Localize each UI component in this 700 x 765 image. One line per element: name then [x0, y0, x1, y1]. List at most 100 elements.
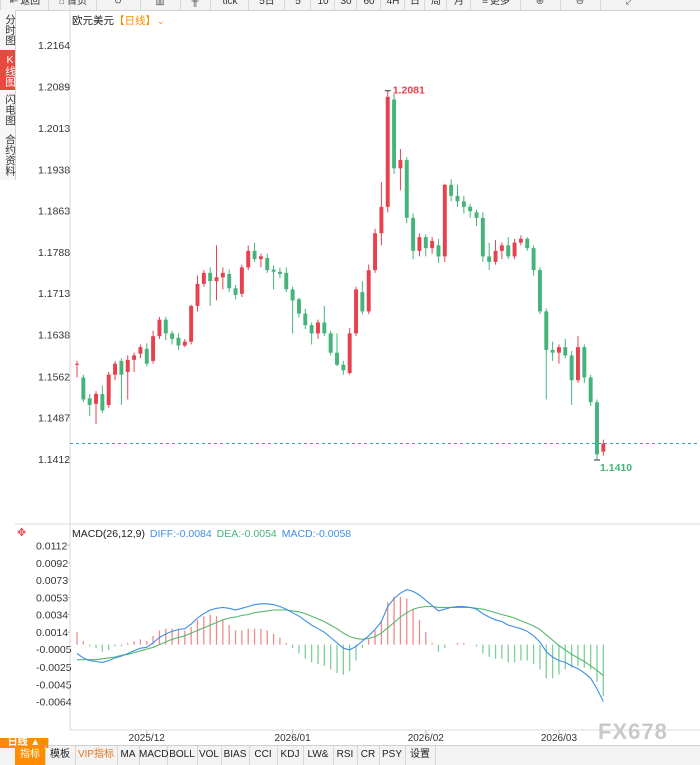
candle-body: [296, 299, 301, 314]
toolbar-label: 周: [431, 0, 441, 7]
candle-body: [119, 360, 124, 375]
candle-body: [537, 270, 542, 312]
sidebar-tab-1[interactable]: K线图: [0, 50, 16, 90]
macd-legend: MACD(26,12,9) DIFF:-0.0084 DEA:-0.0054 M…: [72, 528, 351, 540]
bar-chart-icon: ▥: [155, 0, 165, 7]
indicator-button-1[interactable]: 模板: [45, 746, 76, 765]
candle-body: [550, 349, 555, 353]
candle-body: [392, 99, 397, 169]
chart-area[interactable]: 1.2164 1.2089 1.2013 1.1938 1.1863 1.1788 1.17…: [0, 0, 700, 745]
candle-body: [290, 289, 295, 301]
toolbar-button-5[interactable]: tick: [210, 0, 249, 10]
candle-body: [81, 377, 86, 400]
indicator-button-4[interactable]: MACD: [139, 746, 168, 765]
candle-body: [239, 267, 244, 294]
indicator-button-10[interactable]: LW&: [303, 746, 334, 765]
candle-body: [411, 217, 416, 251]
candle-body: [151, 336, 156, 361]
candle-body: [214, 277, 219, 282]
candle-body: [277, 271, 282, 274]
indicator-button-0[interactable]: 指标: [15, 746, 46, 765]
back-arrow-icon: ⇤: [9, 0, 19, 7]
indicator-button-9[interactable]: KDJ: [277, 746, 304, 765]
indicator-button-7[interactable]: BIAS: [221, 746, 250, 765]
sidebar-tab-3[interactable]: 合约资料: [4, 134, 16, 176]
indicator-bar: 日线 ▲ 指标 模板 VIP指标 MA MACD BOLL VOL BIAS CCI KDJ LW& R…: [0, 738, 700, 765]
period-label[interactable]: 【日线】: [114, 15, 156, 27]
sidebar-tab-0[interactable]: 分时图: [4, 14, 16, 46]
period-selector-button[interactable]: 日线 ▲: [0, 738, 49, 748]
candle-body: [354, 289, 358, 334]
toolbar-button-9[interactable]: 30: [334, 0, 357, 10]
toolbar-button-17[interactable]: ⊖: [560, 0, 601, 10]
toolbar-label: 4H: [386, 0, 400, 7]
candle-body: [303, 313, 308, 326]
price-tick-label: 1.1412: [38, 454, 70, 466]
candle-body: [157, 319, 162, 337]
indicator-button-13[interactable]: PSY: [379, 746, 406, 765]
dea-value: DEA:-0.0054: [216, 528, 277, 540]
macd-tick-label: 0.0034: [36, 609, 68, 621]
indicator-button-14[interactable]: 设置: [405, 746, 436, 765]
candle-body: [468, 206, 473, 212]
toolbar-button-10[interactable]: 60: [356, 0, 381, 10]
toolbar-button-2[interactable]: ↻: [96, 0, 141, 10]
toolbar-button-6[interactable]: 5日: [248, 0, 285, 10]
indicator-button-5[interactable]: BOLL: [167, 746, 198, 765]
chevron-down-icon[interactable]: ⌄: [157, 16, 165, 26]
candle-body: [271, 269, 276, 272]
candle-body: [113, 363, 118, 375]
candle-body: [94, 393, 98, 404]
watermark-logo: FX678: [598, 719, 668, 744]
indicator-button-2[interactable]: VIP指标: [75, 746, 118, 765]
date-tick-label: 2026/02: [408, 733, 445, 744]
indicator-button-11[interactable]: RSI: [333, 746, 358, 765]
candle-body: [379, 206, 384, 234]
candle-body: [404, 160, 409, 218]
candle-body: [531, 248, 536, 271]
toolbar-label: 返回: [20, 0, 41, 7]
candle-body: [233, 288, 238, 295]
toolbar-button-16[interactable]: ⊕: [520, 0, 561, 10]
toolbar-label: 首页: [67, 0, 88, 7]
zoom-in-icon: ⊕: [535, 0, 545, 7]
toolbar-button-3[interactable]: ▥: [140, 0, 181, 10]
candle-body: [75, 363, 79, 365]
toolbar-button-4[interactable]: ╫: [180, 0, 211, 10]
menu-icon: ≡: [482, 0, 488, 7]
toolbar-button-8[interactable]: 10: [310, 0, 335, 10]
toolbar-button-1[interactable]: ⌂ 首页: [48, 0, 97, 10]
indicator-button-6[interactable]: VOL: [197, 746, 222, 765]
min-price-label: 1.1410: [600, 462, 632, 474]
toolbar-button-13[interactable]: 周: [424, 0, 447, 10]
toolbar-button-18[interactable]: ⤢: [600, 0, 661, 10]
sidebar-tab-2[interactable]: 闪电图: [4, 94, 16, 126]
toolbar-button-14[interactable]: 月: [446, 0, 471, 10]
candle-body: [252, 250, 257, 260]
indicator-button-8[interactable]: CCI: [249, 746, 278, 765]
candle-body: [430, 240, 435, 249]
candle-body: [398, 160, 403, 169]
toolbar-button-7[interactable]: 5: [284, 0, 311, 10]
candle-body: [195, 283, 200, 306]
price-tick-label: 1.1713: [38, 288, 70, 300]
indicator-button-3[interactable]: MA: [117, 746, 140, 765]
candle-body: [138, 347, 143, 354]
toolbar-button-12[interactable]: 日: [404, 0, 425, 10]
toolbar-button-11[interactable]: 4H: [380, 0, 405, 10]
toolbar-button-0[interactable]: ⇤ 返回: [0, 0, 49, 10]
candle-body: [246, 250, 251, 268]
candle-body: [284, 272, 289, 290]
candle-body: [423, 237, 428, 249]
candle-body: [556, 347, 561, 353]
candle-body: [601, 443, 606, 452]
macd-tick-label: -0.0045: [36, 680, 72, 692]
macd-value: MACD:-0.0058: [281, 528, 352, 540]
candle-body: [322, 322, 327, 334]
candle-body: [309, 325, 314, 334]
candle-body: [316, 322, 320, 334]
macd-settings-icon[interactable]: ✥: [17, 527, 27, 539]
toolbar-button-15[interactable]: ≡ 更多: [470, 0, 521, 10]
candle-body: [100, 393, 105, 411]
indicator-button-12[interactable]: CR: [357, 746, 380, 765]
